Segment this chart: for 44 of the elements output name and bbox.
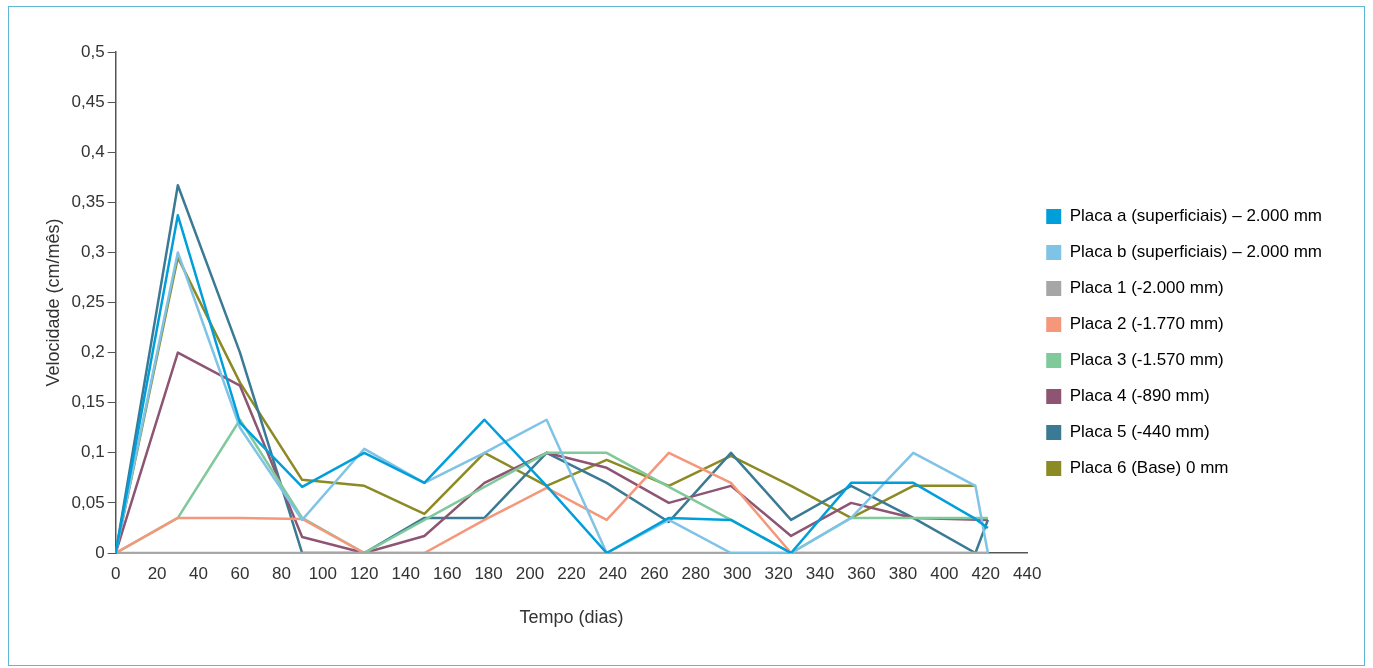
y-tick-label: 0,25 <box>71 292 105 312</box>
x-tick-label: 240 <box>598 563 628 583</box>
x-tick-label: 420 <box>971 563 1000 583</box>
legend-label: Placa 2 (-1.770 mm) <box>1069 314 1224 334</box>
x-tick-label: 80 <box>271 563 291 583</box>
x-tick-label: 100 <box>308 563 338 583</box>
x-tick-label: 0 <box>110 563 121 583</box>
y-tick-label: 0,45 <box>71 91 105 111</box>
x-tick-label: 20 <box>147 563 167 583</box>
x-tick-label: 340 <box>805 563 835 583</box>
x-tick-label: 400 <box>930 563 959 583</box>
y-tick-label: 0,1 <box>81 442 105 462</box>
legend-label: Placa b (superficiais) – 2.000 mm <box>1069 242 1323 262</box>
x-tick-label: 440 <box>1013 563 1042 583</box>
x-tick-label: 260 <box>640 563 669 583</box>
y-tick-label: 0,15 <box>71 392 105 412</box>
y-tick-label: 0,5 <box>81 41 105 61</box>
x-tick-label: 280 <box>681 563 710 583</box>
legend-label: Placa 6 (Base) 0 mm <box>1069 458 1229 478</box>
y-axis-title: Velocidade (cm/mês) <box>42 218 63 387</box>
x-tick-label: 200 <box>515 563 545 583</box>
legend-label: Placa 4 (-890 mm) <box>1069 386 1210 406</box>
x-tick-label: 300 <box>723 563 752 583</box>
y-tick-label: 0,05 <box>71 492 105 512</box>
x-tick-label: 60 <box>230 563 250 583</box>
y-tick-label: 0,4 <box>81 141 105 161</box>
x-tick-label: 120 <box>350 563 379 583</box>
y-tick-label: 0,2 <box>81 342 105 362</box>
x-tick-label: 140 <box>391 563 420 583</box>
x-tick-label: 220 <box>557 563 586 583</box>
x-axis-title: Tempo (dias) <box>519 607 624 628</box>
x-tick-label: 320 <box>764 563 793 583</box>
legend-label: Placa 5 (-440 mm) <box>1069 422 1210 442</box>
legend-label: Placa a (superficiais) – 2.000 mm <box>1069 206 1323 226</box>
x-tick-label: 360 <box>847 563 876 583</box>
x-tick-label: 180 <box>474 563 503 583</box>
x-tick-label: 380 <box>888 563 918 583</box>
y-tick-label: 0,3 <box>81 242 105 262</box>
x-tick-label: 160 <box>432 563 462 583</box>
x-tick-label: 40 <box>189 563 209 583</box>
y-tick-label: 0 <box>95 542 105 562</box>
y-tick-label: 0,35 <box>71 191 105 211</box>
legend-label: Placa 1 (-2.000 mm) <box>1069 278 1224 298</box>
legend-label: Placa 3 (-1.570 mm) <box>1069 350 1224 370</box>
